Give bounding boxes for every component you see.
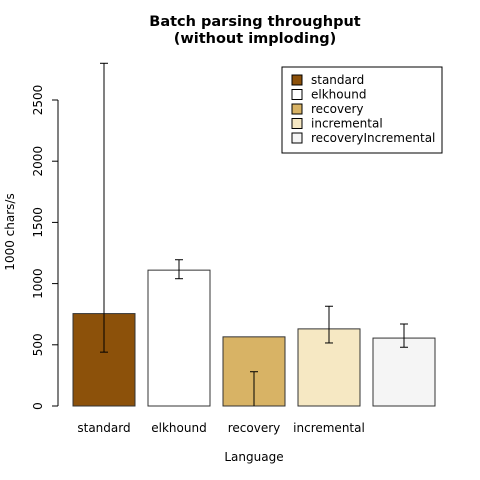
legend-swatch [291, 132, 303, 144]
chart-title-line-2: (without imploding) [174, 31, 337, 47]
x-tick-label: elkhound [151, 421, 206, 435]
y-tick-label: 1500 [31, 207, 45, 238]
legend-box [281, 66, 443, 154]
y-tick-label: 2000 [31, 146, 45, 177]
legend-swatch [291, 89, 303, 100]
legend-swatch [291, 118, 303, 129]
y-tick-label: 2500 [31, 85, 45, 116]
legend: standardelkhoundrecoveryincrementalrecov… [281, 66, 443, 154]
x-tick-label: standard [77, 421, 130, 435]
x-tick-labels: standard elkhound recovery incremental [77, 421, 364, 435]
x-axis-label: Language [224, 450, 283, 464]
error-bars [100, 62, 408, 406]
y-tick-label: 500 [31, 333, 45, 356]
y-tick-label: 0 [31, 402, 45, 410]
bar [372, 337, 436, 407]
legend-label: incremental [311, 117, 383, 131]
x-tick-label: incremental [293, 421, 365, 435]
y-tick-label: 1000 [31, 268, 45, 299]
legend-swatch [291, 103, 303, 115]
legend-label: recoveryIncremental [311, 131, 435, 145]
bar [147, 269, 211, 407]
y-axis-label: 1000 chars/s [3, 193, 17, 270]
legend-label: recovery [311, 102, 364, 116]
y-axis: 0 500 1000 1500 2000 2500 [31, 85, 59, 410]
legend-swatch [291, 74, 303, 86]
chart-title-line-1: Batch parsing throughput [149, 14, 360, 30]
legend-label: elkhound [311, 88, 366, 102]
legend-label: standard [311, 73, 364, 87]
x-tick-label: recovery [228, 421, 281, 435]
